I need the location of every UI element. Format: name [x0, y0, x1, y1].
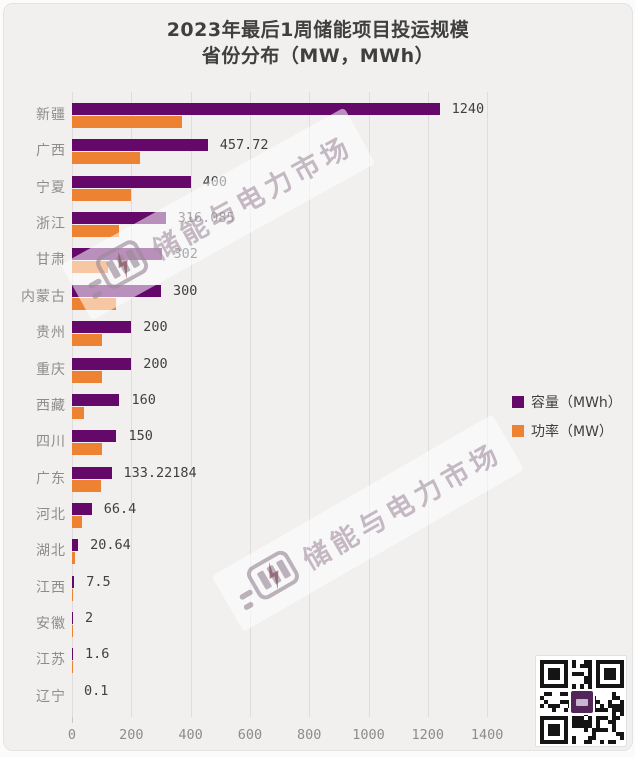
capacity-value-label: 200 — [143, 319, 168, 336]
capacity-value-label: 7.5 — [86, 573, 111, 590]
qr-code — [535, 655, 627, 747]
capacity-value-label: 133.22184 — [123, 464, 197, 481]
category-label-4: 浙江 — [36, 216, 66, 233]
x-axis-label: 600 — [237, 727, 263, 743]
category-label-3: 宁夏 — [36, 179, 66, 196]
category-label-5: 甘肃 — [36, 252, 66, 269]
category-label-15: 安徽 — [36, 616, 66, 633]
legend-label-capacity: 容量（MWh） — [531, 395, 622, 411]
gridline-x-800 — [309, 92, 311, 717]
capacity-bar — [72, 248, 162, 261]
capacity-value-label: 302 — [173, 246, 198, 263]
category-label-17: 辽宁 — [36, 688, 66, 705]
x-axis-label: 0 — [67, 727, 77, 743]
capacity-value-label: 457.72 — [219, 137, 269, 154]
power-bar — [72, 370, 102, 383]
gridline-x-600 — [249, 92, 251, 717]
category-label-10: 四川 — [36, 434, 66, 451]
category-label-16: 江苏 — [36, 652, 66, 669]
axis-tick-zero — [72, 717, 73, 723]
category-label-13: 湖北 — [36, 543, 66, 560]
gridline-x-1200 — [427, 92, 429, 717]
x-axis-label: 800 — [296, 727, 322, 743]
capacity-bar — [72, 575, 75, 588]
capacity-value-label: 200 — [143, 355, 168, 372]
category-label-8: 重庆 — [36, 361, 66, 378]
capacity-bar — [72, 212, 166, 225]
capacity-bar — [72, 430, 117, 443]
category-label-9: 西藏 — [36, 397, 66, 414]
power-bar — [72, 297, 117, 310]
legend: 容量（MWh） 功率（MW） — [512, 392, 622, 441]
x-axis-label: 1400 — [470, 727, 504, 743]
power-bar — [72, 552, 75, 565]
chart-title-line2: 省份分布（MW，MWh） — [201, 44, 435, 67]
capacity-bar — [72, 393, 120, 406]
category-label-7: 贵州 — [36, 325, 66, 342]
gridline-x-1000 — [368, 92, 370, 717]
category-label-14: 江西 — [36, 579, 66, 596]
capacity-bar — [72, 539, 79, 552]
x-axis-label: 1000 — [352, 727, 385, 743]
capacity-bar — [72, 357, 132, 370]
qr-center-logo — [569, 689, 595, 715]
power-bar — [72, 116, 182, 128]
capacity-bar — [72, 502, 92, 515]
legend-item-capacity: 容量（MWh） — [512, 392, 622, 412]
power-bar — [72, 406, 84, 419]
power-bar — [72, 334, 102, 347]
capacity-value-label: 1240 — [451, 101, 485, 117]
chart-title-line1: 2023年最后1周储能项目投运规模 — [166, 19, 470, 41]
capacity-bar — [72, 321, 132, 334]
battery-logo-icon — [239, 550, 299, 610]
category-label-6: 内蒙古 — [21, 288, 66, 305]
capacity-bar — [72, 284, 161, 297]
capacity-bar — [72, 648, 73, 661]
power-bar — [72, 515, 82, 528]
capacity-bar — [72, 139, 208, 152]
capacity-bar — [72, 103, 440, 115]
category-label-2: 广西 — [36, 143, 66, 160]
category-label-11: 广东 — [36, 470, 66, 487]
power-bar — [72, 261, 108, 274]
power-bar — [72, 625, 73, 638]
chart-title: 2023年最后1周储能项目投运规模 省份分布（MW，MWh） — [4, 18, 632, 69]
capacity-value-label: 0.1 — [84, 682, 109, 699]
x-axis-label: 200 — [119, 727, 144, 743]
capacity-value-label: 150 — [128, 428, 153, 445]
capacity-value-label: 400 — [202, 173, 227, 190]
chart-card: 2023年最后1周储能项目投运规模 省份分布（MW，MWh） 0 200 400 60… — [3, 3, 633, 751]
capacity-value-label: 20.64 — [90, 537, 131, 554]
power-bar — [72, 479, 102, 492]
gridline-x-200 — [131, 92, 133, 717]
capacity-value-label: 66.4 — [103, 500, 137, 517]
power-bar — [72, 225, 119, 238]
qr-logo-battery-icon — [576, 698, 588, 706]
power-bar — [72, 152, 141, 165]
legend-item-power: 功率（MW） — [512, 421, 622, 441]
power-bar — [72, 443, 102, 456]
legend-swatch-power — [512, 425, 524, 437]
capacity-bar — [72, 175, 191, 188]
power-bar — [72, 188, 132, 201]
legend-swatch-capacity — [512, 396, 524, 408]
capacity-bar — [72, 466, 112, 479]
capacity-value-label: 1.6 — [85, 646, 110, 663]
capacity-value-label: 316.085 — [177, 210, 235, 227]
legend-label-power: 功率（MW） — [531, 424, 613, 440]
capacity-value-label: 2 — [85, 610, 94, 627]
power-bar — [72, 588, 74, 601]
gridline-x-400 — [190, 92, 192, 717]
capacity-value-label: 300 — [172, 282, 198, 299]
capacity-bar — [72, 612, 73, 625]
x-axis-label: 400 — [178, 727, 203, 743]
category-label-1: 新疆 — [36, 107, 66, 123]
x-axis-label: 1200 — [411, 727, 445, 743]
capacity-value-label: 160 — [131, 391, 156, 408]
gridline-x-1400 — [487, 92, 489, 717]
watermark-text: 储能与电力市场 — [297, 437, 508, 577]
category-label-12: 河北 — [36, 506, 66, 523]
